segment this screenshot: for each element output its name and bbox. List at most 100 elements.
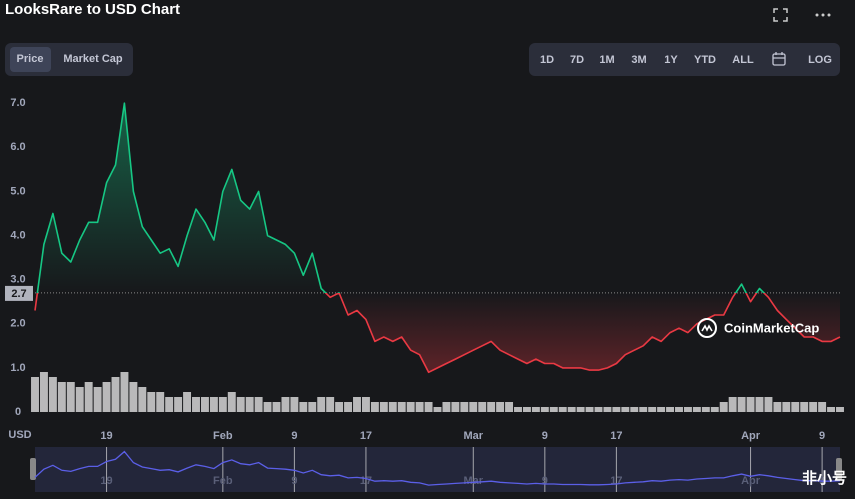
volume-bar <box>522 407 531 412</box>
volume-bar <box>514 407 522 412</box>
range-button[interactable]: LOG <box>808 54 832 66</box>
volume-bar <box>567 407 576 412</box>
y-tick-label: 6.0 <box>10 141 25 153</box>
volume-bar <box>66 382 75 412</box>
volume-bar <box>245 397 254 412</box>
navigator-handle[interactable] <box>30 458 36 480</box>
volume-bar <box>209 397 218 412</box>
volume-bar <box>809 402 818 412</box>
volume-bar <box>379 402 388 412</box>
volume-bar <box>800 402 809 412</box>
volume-bar <box>263 402 272 412</box>
navigator-label: Apr <box>741 475 761 487</box>
volume-bar <box>764 397 773 412</box>
x-tick-label: 9 <box>542 430 548 442</box>
x-tick-label: 17 <box>610 430 622 442</box>
x-tick-label: Apr <box>741 430 761 442</box>
volume-bar <box>576 407 585 412</box>
volume-bar <box>639 407 648 412</box>
y-tick-label: 7.0 <box>10 97 25 109</box>
volume-bar <box>272 402 281 412</box>
navigator-label: 19 <box>100 475 112 487</box>
volume-bar <box>773 402 782 412</box>
range-button[interactable]: 3M <box>631 54 646 66</box>
volume-bar <box>540 407 549 412</box>
volume-bar <box>594 407 603 412</box>
menu-icon[interactable] <box>815 13 831 17</box>
volume-bar <box>290 397 299 412</box>
fullscreen-icon[interactable] <box>773 8 788 22</box>
volume-bar <box>728 397 737 412</box>
x-tick-label: 9 <box>291 430 297 442</box>
volume-bar <box>326 397 335 412</box>
price-tag-label: 2.7 <box>11 288 26 300</box>
y-tick-label: 4.0 <box>10 229 25 241</box>
volume-bar <box>531 407 540 412</box>
volume-bar <box>120 372 129 412</box>
volume-bar <box>31 377 39 412</box>
volume-bar <box>585 407 594 412</box>
volume-bar <box>630 407 639 412</box>
volume-bar <box>236 397 245 412</box>
navigator-label: 9 <box>542 475 548 487</box>
x-tick-label: Mar <box>463 430 483 442</box>
volume-bar <box>353 397 361 412</box>
volume-bar <box>227 392 236 412</box>
volume-bar <box>406 402 415 412</box>
range-button[interactable]: 1D <box>540 54 554 66</box>
range-button[interactable]: 1Y <box>664 54 678 66</box>
volume-bar <box>200 397 209 412</box>
volume-bar <box>487 402 496 412</box>
volume-bar <box>451 402 460 412</box>
range-group <box>529 43 840 76</box>
range-button[interactable]: ALL <box>732 54 754 66</box>
navigator-label: 17 <box>610 475 622 487</box>
range-button[interactable]: 7D <box>570 54 584 66</box>
volume-bar <box>692 407 701 412</box>
volume-bar <box>460 402 469 412</box>
volume-bar <box>791 402 800 412</box>
volume-bar <box>218 397 227 412</box>
y-tick-label: 3.0 <box>10 274 25 286</box>
range-button[interactable]: 1M <box>599 54 614 66</box>
volume-bar <box>424 402 433 412</box>
currency-label: USD <box>8 429 31 441</box>
volume-bar <box>388 402 397 412</box>
navigator-handle[interactable] <box>836 458 842 480</box>
volume-bar <box>701 407 710 412</box>
volume-bar <box>102 382 111 412</box>
volume-bar <box>39 372 48 412</box>
volume-bar <box>433 407 442 412</box>
volume-bar <box>603 407 612 412</box>
volume-bar <box>156 392 165 412</box>
corner-watermark: 非小号 <box>802 469 847 487</box>
volume-bar <box>549 407 558 412</box>
volume-bar <box>75 387 84 412</box>
volume-bar <box>612 407 621 412</box>
volume-bar <box>147 392 156 412</box>
volume-bar <box>755 397 764 412</box>
y-tick-label: 2.0 <box>10 318 25 330</box>
volume-bar <box>558 407 567 412</box>
volume-bar <box>666 407 675 412</box>
volume-bar <box>335 402 344 412</box>
toggle-active <box>10 47 51 72</box>
volume-bar <box>782 402 791 412</box>
volume-bar <box>719 402 728 412</box>
volume-bar <box>165 397 174 412</box>
volume-bar <box>93 387 102 412</box>
volume-bar <box>129 382 138 412</box>
volume-bar <box>361 397 370 412</box>
range-button[interactable]: YTD <box>694 54 716 66</box>
x-tick-label: 17 <box>360 430 372 442</box>
volume-bar <box>818 402 827 412</box>
volume-bar <box>621 407 630 412</box>
volume-bar <box>344 402 353 412</box>
toggle-button[interactable]: Price <box>17 53 44 65</box>
volume-bar <box>648 407 657 412</box>
watermark: CoinMarketCap <box>697 318 819 338</box>
toggle-button[interactable]: Market Cap <box>63 53 123 65</box>
volume-bar <box>254 397 263 412</box>
calendar-icon[interactable] <box>772 52 786 66</box>
